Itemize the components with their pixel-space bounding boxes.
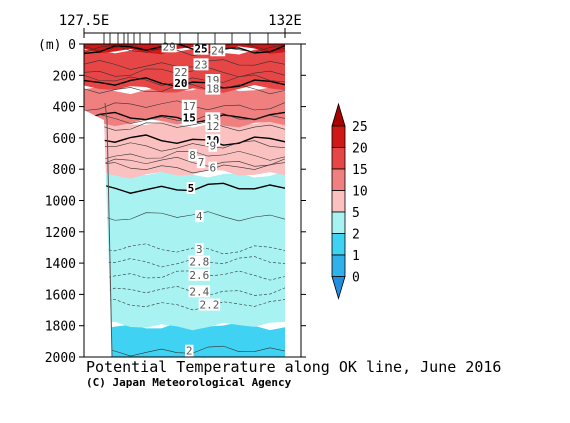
colorbar-segment (331, 125, 346, 148)
y-tick-label: 1000 (45, 195, 76, 210)
colorbar-arrow-bottom (331, 276, 346, 300)
contour-label-bg (196, 156, 206, 169)
chart-credit: (C) Japan Meteorological Agency (86, 376, 292, 389)
contour-label: 2.2 (199, 299, 219, 312)
contour-label: 2 (186, 345, 193, 358)
temperature-band (84, 322, 285, 357)
colorbar-label: 10 (352, 185, 368, 200)
contour-label: 8 (189, 149, 196, 162)
contour-label-bg (181, 111, 197, 124)
colorbar-label: 20 (352, 142, 368, 157)
temperature-band (84, 44, 285, 55)
contour-label: 3 (196, 243, 203, 256)
y-tick-label: 400 (53, 101, 76, 116)
x-tick-label: 127.5E (59, 13, 110, 29)
contour-line (84, 156, 285, 168)
contour-label: 7 (198, 156, 205, 169)
contour-label-bg (195, 210, 204, 223)
colorbar-label: 1 (352, 249, 360, 264)
colorbar-arrow-top (331, 102, 346, 127)
contour-line (84, 140, 285, 152)
contour-line (84, 121, 285, 132)
contour-label-bg (188, 268, 211, 281)
colorbar-segment (331, 211, 346, 234)
contour-line (84, 299, 285, 311)
contour-line (84, 84, 285, 95)
colorbar-segment (331, 168, 346, 191)
contour-label: 9 (209, 140, 216, 153)
contour-label-bg (210, 44, 226, 57)
contour-label: 24 (211, 44, 225, 57)
contour-line (84, 74, 285, 86)
contour-label-bg (193, 42, 209, 55)
contour-label: 12 (206, 120, 219, 133)
contour-label-bg (173, 77, 189, 90)
contour-label: 29 (162, 40, 175, 53)
contour-label-bg (186, 181, 196, 194)
chart-title: Potential Temperature along OK line, Jun… (86, 358, 502, 376)
contour-label: 2.8 (189, 256, 209, 269)
colorbar-label: 5 (352, 206, 360, 221)
colorbar-label: 2 (352, 228, 360, 243)
contour-label: 2.4 (189, 285, 209, 298)
contour-line (84, 243, 285, 255)
y-tick-label: 200 (53, 69, 76, 84)
contour-line (84, 162, 285, 174)
contour-label-bg (188, 285, 211, 298)
contour-line (84, 77, 285, 89)
contour-label: 20 (174, 77, 187, 90)
contour-label-bg (173, 66, 189, 79)
contour-label-bg (195, 243, 204, 256)
contour-label: 23 (194, 58, 207, 71)
colorbar-label: 0 (352, 271, 360, 286)
contour-label: 18 (206, 83, 219, 96)
contour-label-bg (205, 120, 221, 133)
contour-label: 25 (194, 43, 207, 56)
y-tick-label: 0 (68, 38, 76, 53)
y-tick-label: 1400 (45, 257, 76, 272)
colorbar-segment (331, 254, 346, 277)
temperature-band (84, 45, 285, 93)
contour-line (84, 134, 285, 146)
contour-label-bg (208, 161, 218, 174)
y-tick-label: 800 (53, 163, 76, 178)
contour-label: 6 (209, 162, 216, 175)
contour-label-bg (193, 58, 209, 71)
colorbar-label: 15 (352, 163, 368, 178)
temperature-band (84, 169, 285, 331)
contour-line (84, 59, 285, 71)
y-tick-label: 1200 (45, 226, 76, 241)
contour-label-bg (188, 149, 197, 162)
y-tick-label: 1800 (45, 320, 76, 335)
colorbar-segment (331, 190, 346, 213)
y-tick-label: 2000 (45, 351, 76, 366)
contour-line (84, 211, 285, 222)
contour-line (84, 67, 285, 78)
contour-line (84, 44, 285, 56)
colorbar-label: 25 (352, 120, 368, 135)
y-tick-label: 1600 (45, 288, 76, 303)
y-unit-label: (m) (38, 38, 61, 53)
x-tick-label: 132E (268, 13, 302, 29)
contour-label-bg (181, 99, 197, 112)
contour-line (84, 44, 285, 55)
contour-label-bg (205, 82, 221, 95)
colorbar-segment (331, 147, 346, 170)
y-tick-label: 600 (53, 132, 76, 147)
contour-label: 2.6 (189, 269, 209, 282)
contour-label: 22 (174, 66, 187, 79)
contour-label-bg (198, 298, 221, 311)
contour-label-bg (184, 344, 194, 357)
contour-label-bg (208, 139, 218, 152)
contour-label-bg (188, 255, 211, 268)
contour-label: 17 (183, 100, 196, 113)
contour-label: 4 (196, 210, 203, 223)
contour-label: 15 (183, 112, 196, 125)
contour-label: 5 (188, 182, 195, 195)
colorbar-segment (331, 233, 346, 256)
seafloor-outline (104, 102, 113, 358)
